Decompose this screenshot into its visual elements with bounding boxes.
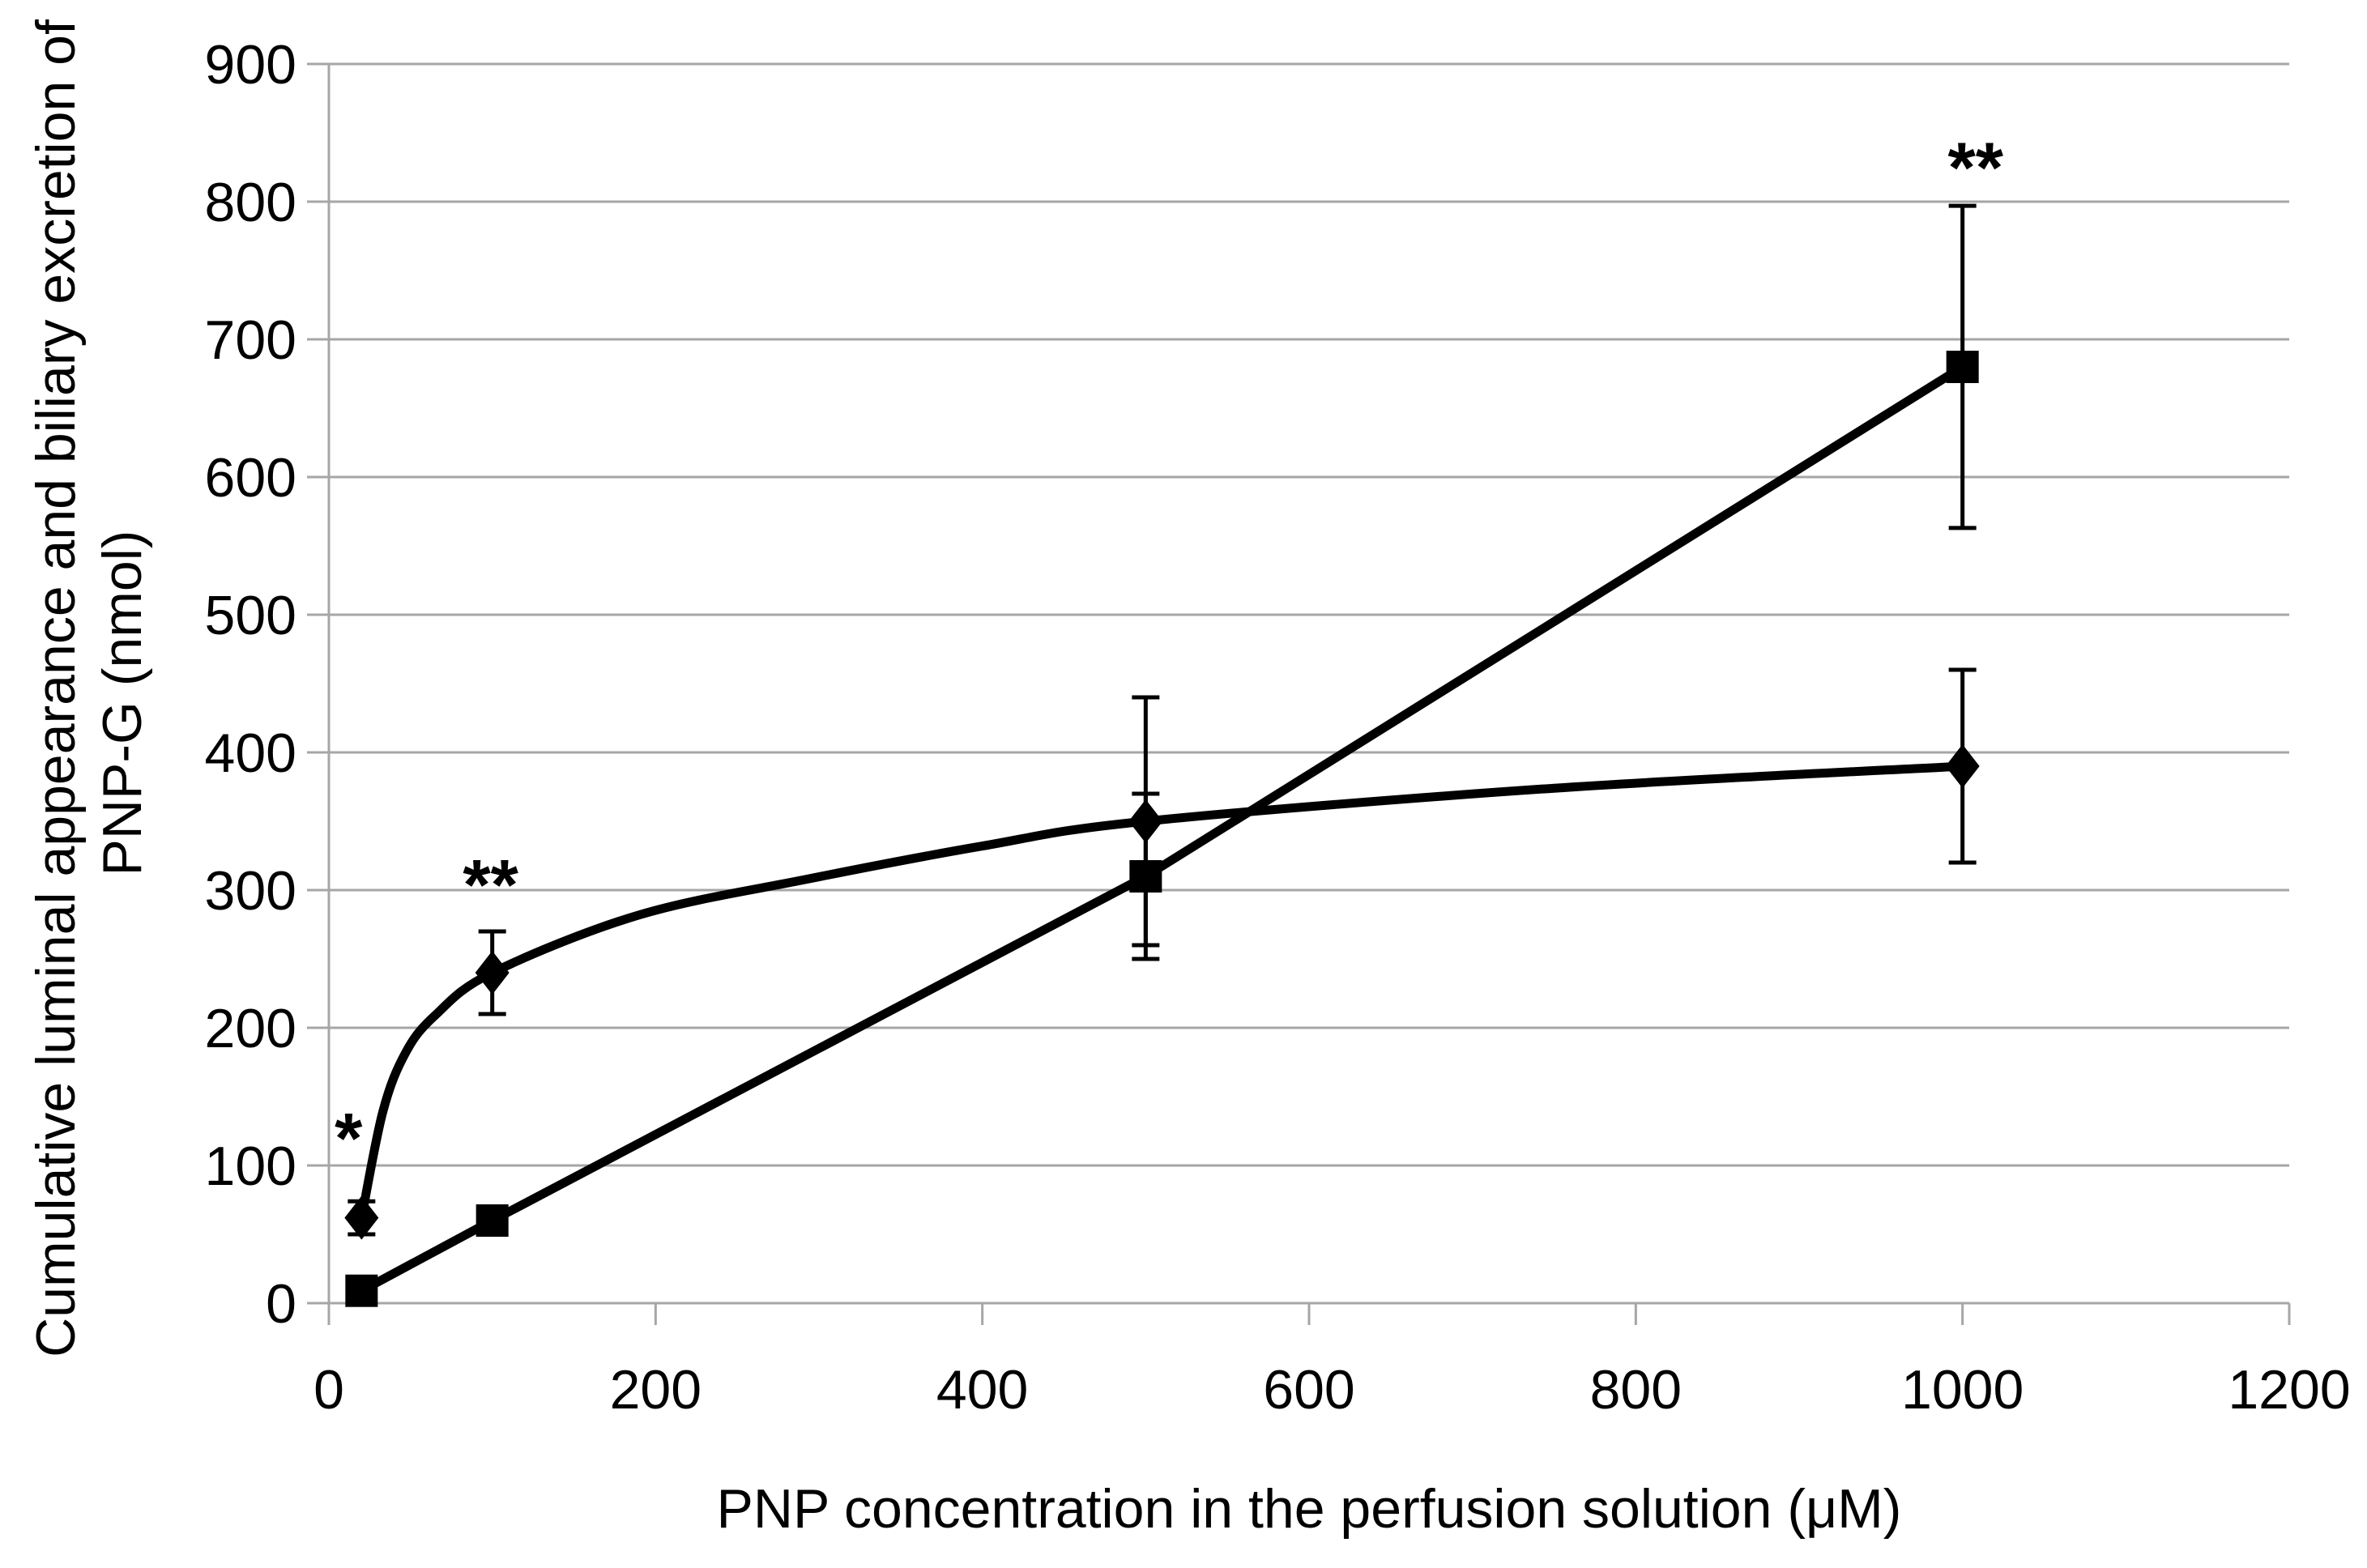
diamond-marker	[1128, 799, 1163, 843]
x-tick-label: 200	[610, 1359, 702, 1421]
y-axis-title-line2: PNP-G (nmol)	[92, 530, 153, 876]
square-series-line	[356, 362, 1968, 1296]
y-axis-title-line1: Cumulative luminal appearance and biliar…	[25, 19, 87, 1357]
x-tick-label: 800	[1590, 1359, 1682, 1421]
square-marker	[345, 1274, 378, 1307]
axes-layer	[327, 64, 2291, 1325]
y-tick-label: 100	[205, 1136, 296, 1197]
x-tick-label: 1000	[1901, 1359, 2024, 1421]
tick-labels-layer: 0 100 200 300 400 500 600 700 800 900 0 200 400 600 80…	[205, 34, 2351, 1421]
gridlines-layer	[307, 62, 2289, 1305]
square-marker	[1946, 351, 1979, 383]
y-tick-label: 700	[205, 309, 296, 371]
diamond-marker	[1945, 744, 1980, 788]
y-tick-label: 800	[205, 172, 296, 233]
significance-asterisk: **	[463, 845, 518, 925]
square-marker	[1129, 860, 1162, 893]
annotations-layer: *****	[335, 127, 2004, 1178]
x-tick-label: 400	[936, 1359, 1028, 1421]
diamond-marker	[475, 951, 510, 995]
y-tick-label: 300	[205, 860, 296, 922]
diamond-series-line	[356, 761, 1968, 1223]
y-tick-label: 500	[205, 585, 296, 646]
error-bars-layer	[348, 203, 1977, 1237]
significance-asterisk: *	[335, 1097, 363, 1178]
series-layer	[344, 351, 1980, 1307]
y-tick-label: 0	[266, 1273, 296, 1335]
y-tick-label: 600	[205, 447, 296, 509]
y-tick-label: 200	[205, 998, 296, 1059]
y-tick-label: 400	[205, 722, 296, 784]
x-tick-label: 1200	[2228, 1359, 2350, 1421]
x-tick-label: 0	[313, 1359, 344, 1421]
x-axis-title: PNP concentration in the perfusion solut…	[717, 1478, 1902, 1540]
significance-asterisk: **	[1948, 127, 2004, 207]
square-marker	[476, 1204, 509, 1237]
x-tick-label: 600	[1263, 1359, 1354, 1421]
y-tick-label: 900	[205, 34, 296, 96]
diamond-marker	[344, 1195, 379, 1240]
